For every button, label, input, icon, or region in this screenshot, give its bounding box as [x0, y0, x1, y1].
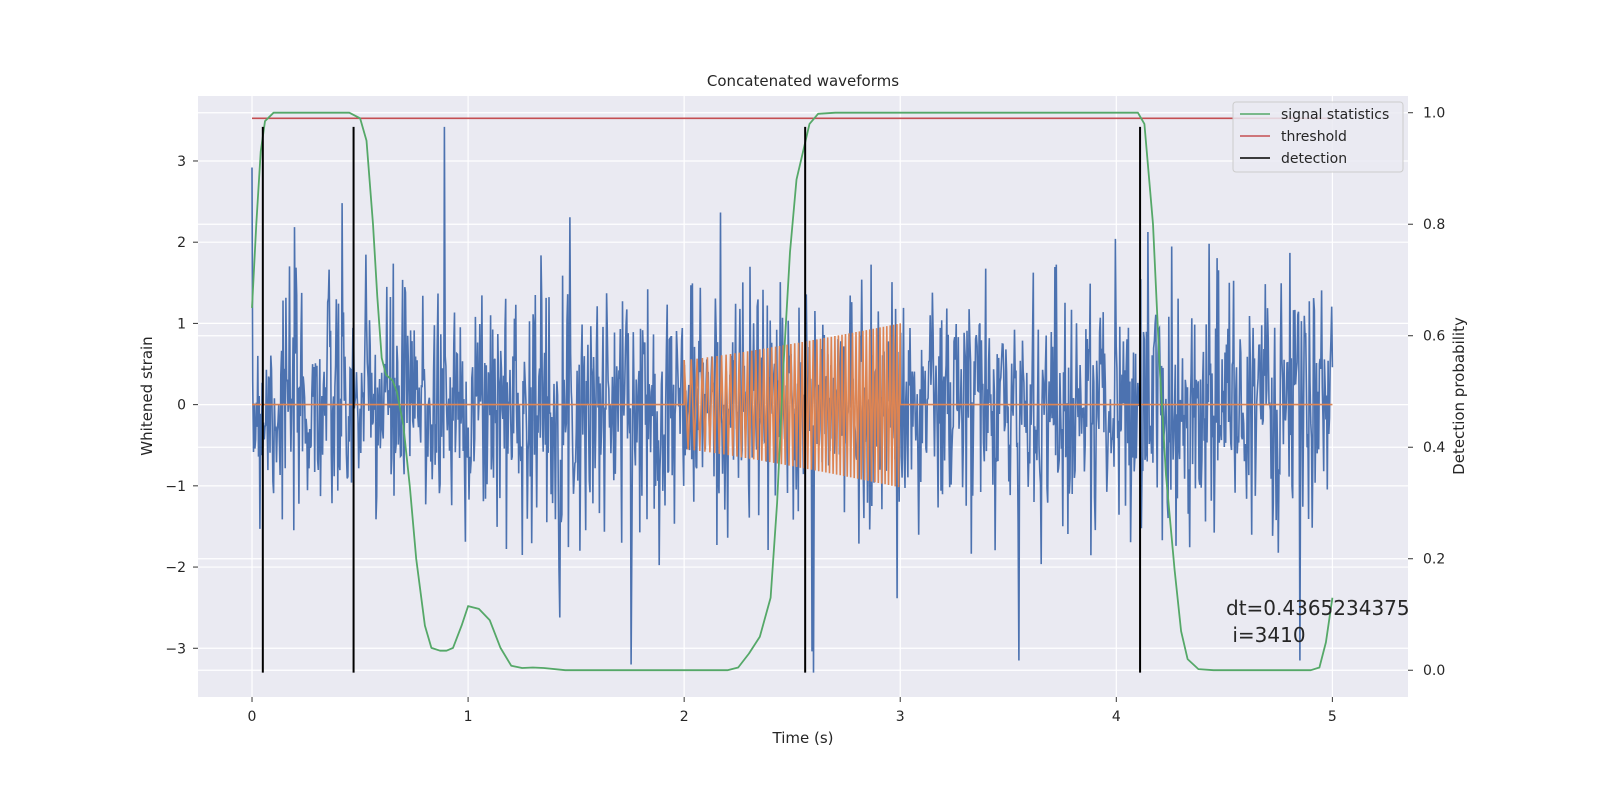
y-right-tick-label: 0.0 — [1423, 663, 1445, 679]
signal-statistics-line — [251, 111, 1334, 672]
legend-label-threshold: threshold — [1281, 129, 1347, 145]
y-axis-label-right: Detection probability — [1450, 317, 1468, 475]
x-tick-label: 5 — [1328, 709, 1337, 725]
y-tick-label: 3 — [177, 154, 186, 170]
y-right-tick-label: 1.0 — [1423, 106, 1445, 122]
legend: signal statistics threshold detection — [1232, 101, 1404, 173]
legend-label-signal-statistics: signal statistics — [1281, 107, 1389, 123]
template-line — [252, 323, 1333, 488]
y-tick-label: 2 — [177, 235, 186, 251]
annotation-line-i: i=3410 — [1226, 623, 1306, 647]
x-tick-label: 4 — [1112, 709, 1121, 725]
x-tick-label: 1 — [464, 709, 473, 725]
x-tick-label: 3 — [896, 709, 905, 725]
legend-label-detection: detection — [1281, 151, 1347, 167]
y-tick-label: 1 — [177, 316, 186, 332]
x-tick-label: 2 — [680, 709, 689, 725]
x-axis-label: Time (s) — [772, 729, 834, 747]
annotation-line-dt: dt=0.4365234375 — [1226, 596, 1410, 620]
axis-ticks: 0 1 2 3 4 5 −3 −2 −1 0 1 2 3 0.0 0.2 0.4 0.6 0.8 1.0 — [165, 106, 1445, 725]
y-right-tick-label: 0.6 — [1423, 329, 1445, 345]
y-tick-label: 0 — [177, 398, 186, 414]
legend-box — [1232, 101, 1404, 173]
annotation: dt=0.4365234375 i=3410 — [1226, 596, 1410, 647]
y-tick-label: −2 — [165, 560, 186, 576]
plot-area — [251, 111, 1334, 673]
y-right-tick-label: 0.2 — [1423, 552, 1445, 568]
y-tick-label: −3 — [165, 641, 186, 657]
y-tick-label: −1 — [165, 479, 186, 495]
chart-title: Concatenated waveforms — [707, 72, 899, 90]
x-tick-label: 0 — [248, 709, 257, 725]
y-axis-label: Whitened strain — [138, 336, 156, 455]
y-right-tick-label: 0.4 — [1423, 440, 1445, 456]
y-right-tick-label: 0.8 — [1423, 217, 1445, 233]
